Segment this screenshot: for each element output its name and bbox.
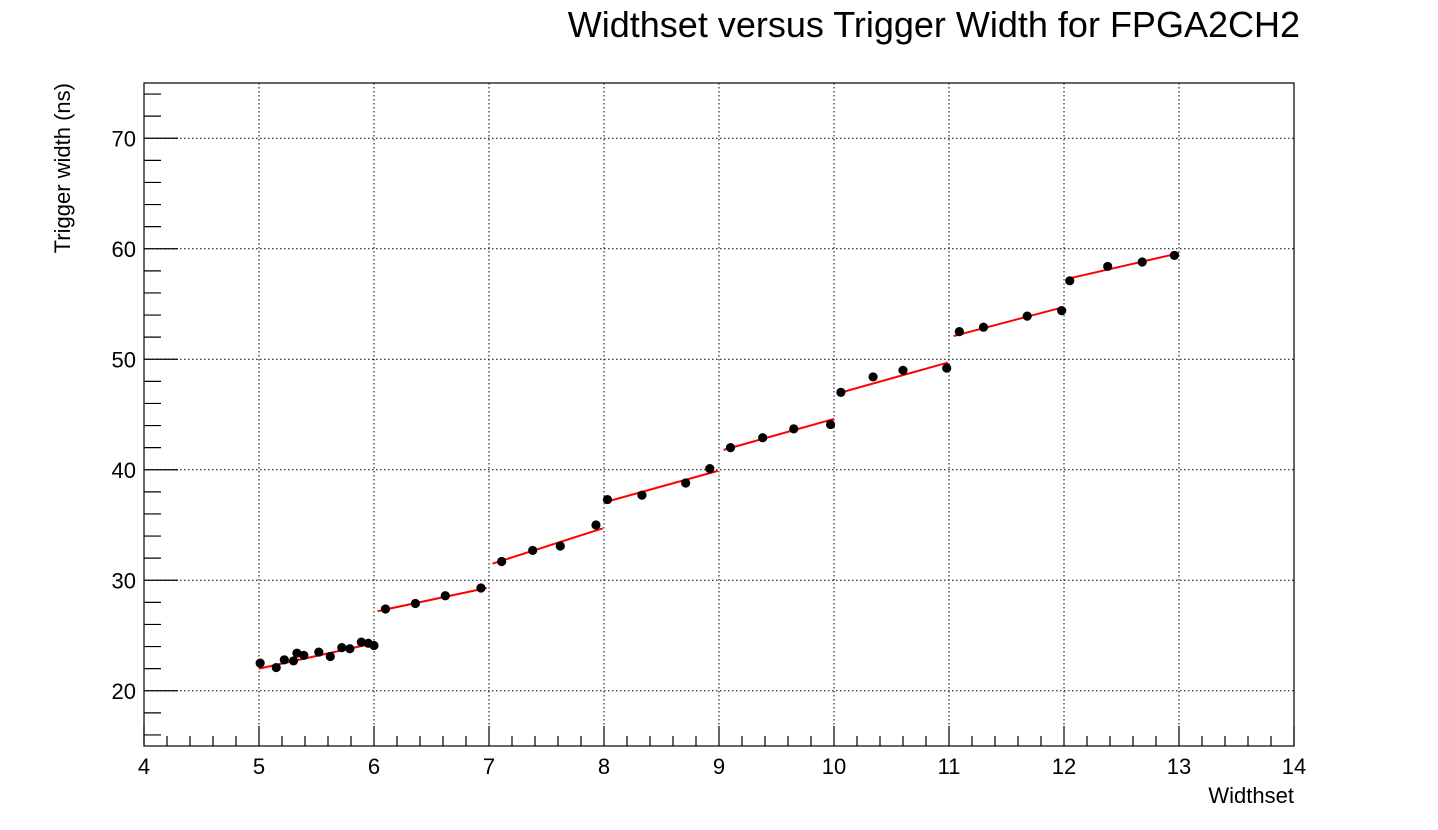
data-point (271, 662, 281, 673)
data-point (725, 443, 736, 453)
fit-line-segment (1068, 252, 1180, 280)
fit-line-segment (723, 417, 835, 451)
chart-title-text: Widthset versus Trigger Width for FPGA2C… (567, 4, 1300, 45)
x-tick-label: 7 (483, 754, 495, 779)
x-tick-label: 8 (598, 754, 610, 779)
data-points (255, 250, 1179, 673)
data-point (789, 424, 799, 434)
y-tick-label: 50 (112, 347, 136, 372)
data-point (1065, 276, 1075, 286)
chart-title: Widthset versus Trigger Width for FPGA2C… (0, 4, 1438, 48)
data-point (898, 365, 908, 375)
x-tick-label: 5 (253, 754, 265, 779)
fit-line-segment (953, 306, 1064, 338)
data-point (292, 648, 302, 658)
x-tick-label: 10 (822, 754, 846, 779)
data-point (836, 387, 846, 397)
x-tick-label: 11 (938, 754, 961, 779)
data-point (637, 490, 647, 500)
y-tick-label: 70 (112, 126, 136, 151)
data-point (1022, 311, 1032, 321)
y-tick-label: 60 (112, 237, 136, 262)
data-point (978, 322, 989, 332)
data-point (555, 541, 565, 551)
grid-lines (144, 83, 1294, 746)
y-tick-label: 30 (112, 568, 136, 593)
data-point (410, 598, 420, 609)
data-point (369, 640, 379, 651)
x-tick-label: 13 (1167, 754, 1191, 779)
plot-frame (143, 82, 1295, 747)
x-tick-label: 12 (1052, 754, 1076, 779)
data-point (288, 656, 299, 666)
x-tick-label: 6 (368, 754, 380, 779)
data-point (681, 478, 691, 488)
data-point (954, 327, 964, 337)
x-tick-label: 9 (713, 754, 725, 779)
y-axis-title: Trigger width (ns) (50, 83, 75, 253)
y-tick-label: 20 (112, 679, 136, 704)
data-point (1057, 306, 1067, 316)
fit-line-segment (837, 361, 949, 395)
data-point (314, 647, 324, 657)
data-point (1137, 257, 1147, 267)
data-point (255, 658, 265, 668)
data-point (528, 545, 538, 556)
fit-line-segment (606, 469, 719, 503)
data-point (337, 643, 347, 653)
fit-line-segment (377, 587, 487, 613)
data-point (868, 372, 878, 382)
data-point (299, 650, 309, 660)
data-point (380, 604, 391, 614)
data-point (325, 651, 335, 662)
axes: 4 5 6 7 8 9 10 11 12 13 14 20 30 40 50 60 70 (112, 93, 1306, 779)
data-point (705, 464, 715, 474)
data-point (825, 419, 836, 430)
x-tick-label: 4 (138, 754, 150, 779)
data-point (440, 591, 450, 601)
x-axis-title: Widthset (1208, 783, 1294, 808)
y-tick-label: 40 (112, 458, 136, 483)
data-point (1169, 250, 1179, 260)
data-point (356, 637, 366, 647)
fit-line-segment (492, 527, 604, 565)
data-point (1103, 261, 1113, 272)
data-point (942, 363, 952, 373)
data-point (476, 583, 486, 593)
data-point (497, 556, 507, 567)
data-point (602, 494, 613, 505)
data-point (345, 644, 355, 654)
data-point (279, 655, 289, 665)
x-tick-label: 14 (1282, 754, 1306, 779)
data-point (591, 520, 601, 530)
data-point (758, 433, 768, 443)
